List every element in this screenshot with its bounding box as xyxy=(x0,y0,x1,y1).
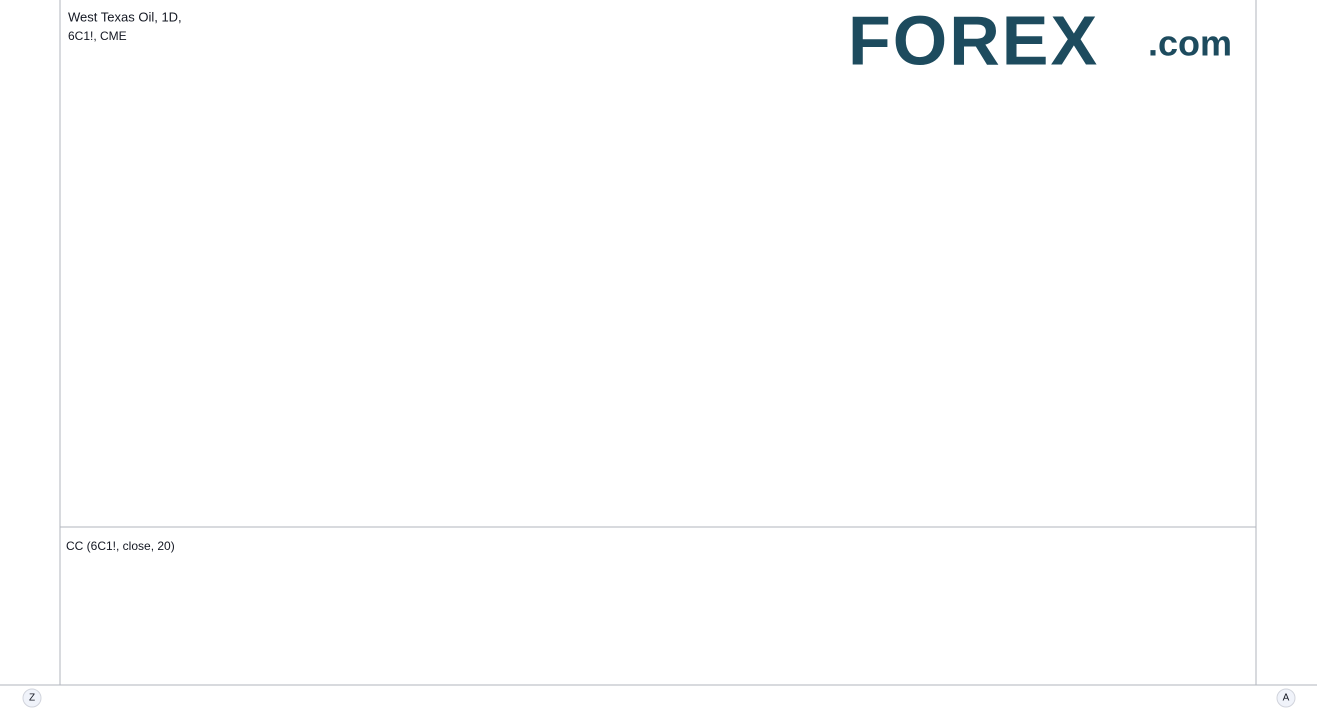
zoom-button-label[interactable]: Z xyxy=(29,693,35,704)
chart-subtitle: 6C1!, CME xyxy=(68,29,127,43)
logo-brand: FOREX xyxy=(848,1,1099,79)
auto-button-label[interactable]: A xyxy=(1283,693,1290,704)
zoom-button[interactable] xyxy=(22,688,42,708)
logo-domain: .com xyxy=(1148,23,1232,64)
indicator-title: CC (6C1!, close, 20) xyxy=(66,539,175,553)
auto-button[interactable] xyxy=(1276,688,1296,708)
chart-title: West Texas Oil, 1D, xyxy=(68,9,182,24)
